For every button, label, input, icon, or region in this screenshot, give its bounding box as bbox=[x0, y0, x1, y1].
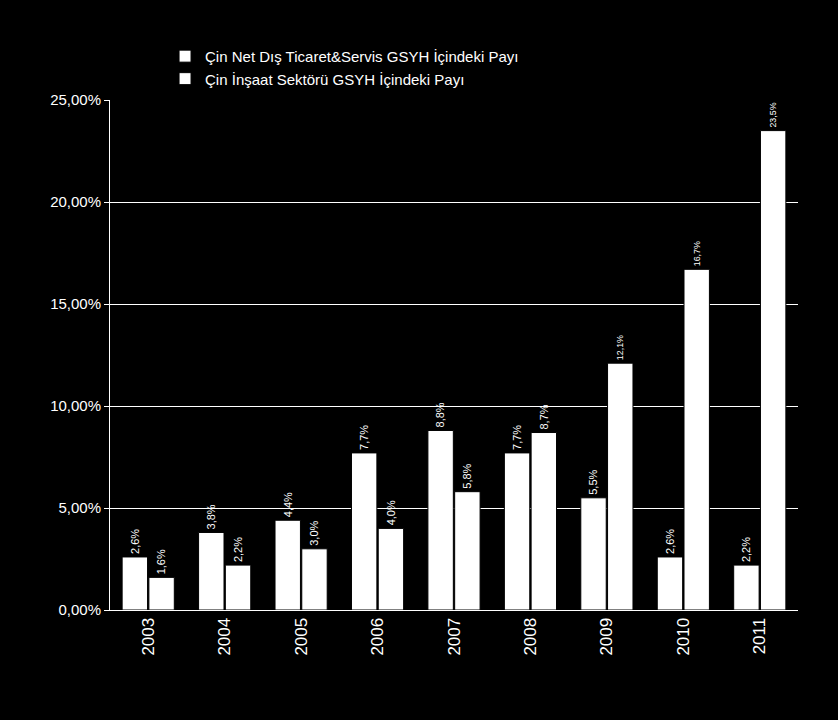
svg-text:16,7%: 16,7% bbox=[692, 241, 702, 266]
svg-text:2,2%: 2,2% bbox=[232, 537, 244, 562]
svg-text:2009: 2009 bbox=[597, 618, 616, 656]
svg-text:2010: 2010 bbox=[674, 618, 693, 656]
svg-text:20,00%: 20,00% bbox=[50, 193, 101, 210]
svg-text:2006: 2006 bbox=[368, 618, 387, 656]
svg-text:8,7%: 8,7% bbox=[538, 404, 550, 429]
svg-text:2,6%: 2,6% bbox=[664, 529, 676, 554]
svg-text:Çin İnşaat Sektörü GSYH İçinde: Çin İnşaat Sektörü GSYH İçindeki Payı bbox=[205, 71, 464, 88]
svg-text:8,8%: 8,8% bbox=[434, 402, 446, 427]
svg-text:4,4%: 4,4% bbox=[282, 492, 294, 517]
svg-text:2011: 2011 bbox=[750, 618, 769, 655]
svg-text:2003: 2003 bbox=[139, 618, 158, 656]
svg-text:2007: 2007 bbox=[445, 618, 464, 656]
svg-text:0,00%: 0,00% bbox=[58, 601, 101, 618]
svg-text:4,0%: 4,0% bbox=[385, 500, 397, 525]
svg-text:2,6%: 2,6% bbox=[129, 529, 141, 554]
svg-text:5,00%: 5,00% bbox=[58, 499, 101, 516]
svg-text:7,7%: 7,7% bbox=[358, 425, 370, 450]
svg-text:Çin Net Dış Ticaret&Servis GSY: Çin Net Dış Ticaret&Servis GSYH İçindeki… bbox=[205, 48, 518, 65]
svg-text:7,7%: 7,7% bbox=[511, 425, 523, 450]
svg-text:2,2%: 2,2% bbox=[740, 537, 752, 562]
svg-text:5,8%: 5,8% bbox=[461, 463, 473, 488]
svg-text:1,6%: 1,6% bbox=[155, 549, 167, 574]
svg-text:12,1%: 12,1% bbox=[615, 335, 625, 360]
svg-text:25,00%: 25,00% bbox=[50, 91, 101, 108]
svg-text:5,5%: 5,5% bbox=[587, 470, 599, 495]
svg-text:2004: 2004 bbox=[215, 618, 234, 656]
svg-text:23,5%: 23,5% bbox=[768, 102, 778, 127]
svg-text:3,8%: 3,8% bbox=[205, 504, 217, 529]
svg-text:2005: 2005 bbox=[292, 618, 311, 656]
svg-text:3,0%: 3,0% bbox=[308, 521, 320, 546]
svg-text:2008: 2008 bbox=[521, 618, 540, 656]
svg-text:10,00%: 10,00% bbox=[50, 397, 101, 414]
svg-text:15,00%: 15,00% bbox=[50, 295, 101, 312]
